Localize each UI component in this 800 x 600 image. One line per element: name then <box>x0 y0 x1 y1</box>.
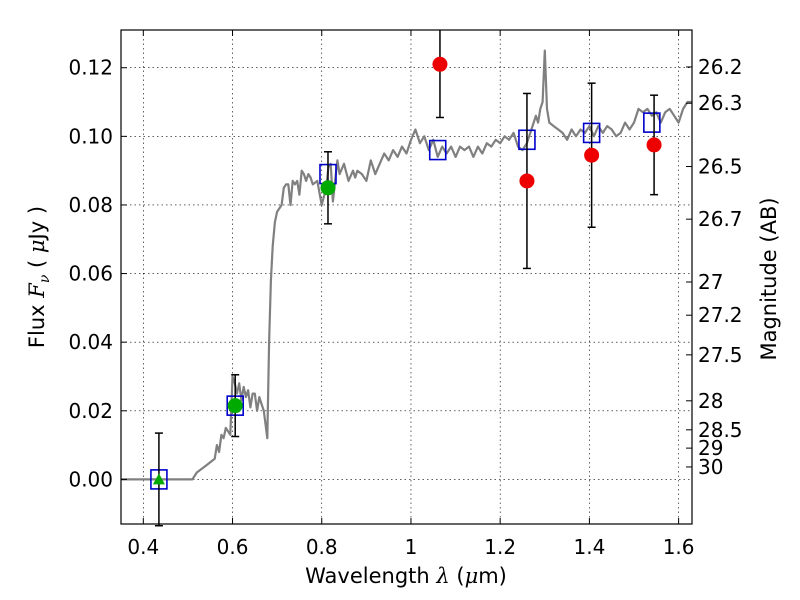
observed-flux-marker <box>320 180 336 196</box>
plot-layer <box>121 30 692 527</box>
magnitude-tick-label: 28.5 <box>698 418 743 442</box>
observed-flux-marker <box>646 137 662 153</box>
x-axis-label: Wavelength λ (μm) <box>305 564 507 588</box>
secondary-y-axis-label: Magnitude (AB) <box>757 197 781 360</box>
model-photometry-square <box>428 139 447 161</box>
magnitude-tick-label: 26.7 <box>698 207 743 231</box>
y-tick-label: 0.12 <box>68 56 113 80</box>
magnitude-tick-label: 27.2 <box>698 303 743 327</box>
magnitude-tick-label: 26.2 <box>698 55 743 79</box>
observed-flux-marker <box>432 56 448 72</box>
observed-flux-marker <box>227 398 243 414</box>
magnitude-tick-label: 30 <box>698 455 723 479</box>
magnitude-tick-label: 28 <box>698 389 723 413</box>
y-tick-label: 0.10 <box>68 124 113 148</box>
y-tick-label: 0.08 <box>68 193 113 217</box>
x-tick-label: 1.4 <box>573 535 605 559</box>
y-tick-label: 0.00 <box>68 467 113 491</box>
grid-layer <box>121 30 692 524</box>
model-photometry-square <box>643 112 661 133</box>
observed-flux-marker <box>584 147 600 163</box>
magnitude-tick-label: 27.5 <box>698 343 743 367</box>
x-tick-label: 1 <box>405 535 418 559</box>
magnitude-tick-label: 29 <box>698 436 723 460</box>
x-tick-label: 0.8 <box>306 535 338 559</box>
x-tick-label: 0.6 <box>217 535 249 559</box>
observed-upper-limit-marker <box>152 473 165 485</box>
model-spectrum-line <box>121 49 692 481</box>
y-tick-label: 0.06 <box>68 262 113 286</box>
plot-frame <box>120 29 693 525</box>
magnitude-tick-label: 26.3 <box>698 91 743 115</box>
x-tick-label: 0.4 <box>127 535 159 559</box>
magnitude-tick-label: 27 <box>698 270 723 294</box>
y-tick-label: 0.04 <box>68 330 113 354</box>
x-tick-label: 1.2 <box>484 535 516 559</box>
tick-layer: 0.4 0.6 0.8 1 1.2 1.4 1.6 0.00 0.02 0.04 0.06 0.08 0… <box>68 30 743 559</box>
observed-flux-marker <box>519 173 535 189</box>
magnitude-tick-label: 26.5 <box>698 155 743 179</box>
y-tick-label: 0.02 <box>68 399 113 423</box>
y-axis-label: Flux Fν ( μJy ) <box>25 206 53 348</box>
x-tick-label: 1.6 <box>663 535 695 559</box>
